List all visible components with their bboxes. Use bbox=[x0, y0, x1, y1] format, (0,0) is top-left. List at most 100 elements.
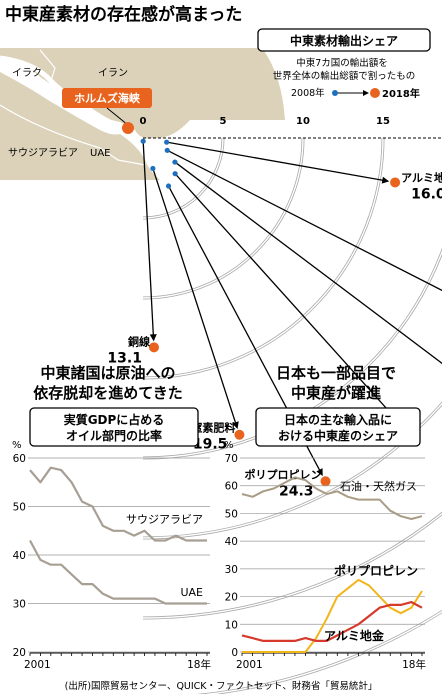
legend-2008: 2008年 bbox=[291, 87, 325, 99]
share-point-2008 bbox=[150, 165, 156, 172]
source-note: (出所)国際貿易センター、QUICK・ファクトセット、財務省「貿易統計」 bbox=[65, 680, 378, 692]
x-tick-label: 18年 bbox=[402, 658, 426, 671]
right-title-2: おける中東産のシェア bbox=[278, 428, 398, 443]
share-item-value: 19.5 bbox=[193, 437, 228, 453]
legend-box: 中東素材輸出シェア 中東7カ国の輸出額を 世界全体の輸出総額で割ったもの 200… bbox=[257, 28, 431, 100]
share-item-name: 窒素肥料 bbox=[191, 421, 235, 435]
x-tick-label: 18年 bbox=[187, 658, 211, 671]
share-item-name: アルミ地金 bbox=[401, 170, 442, 184]
y-tick-label: 10 bbox=[225, 619, 238, 631]
y-tick-label: 30 bbox=[13, 599, 26, 611]
legend-dot-2008 bbox=[332, 90, 338, 96]
radar-arc-inner bbox=[142, 402, 442, 539]
x-tick-label: 2001 bbox=[24, 659, 51, 671]
legend-title: 中東素材輸出シェア bbox=[290, 33, 398, 48]
share-point-2008 bbox=[172, 171, 178, 177]
radar-arc-inner bbox=[142, 137, 224, 219]
series-line bbox=[241, 476, 423, 520]
series-line bbox=[241, 601, 423, 642]
share-arrow-line bbox=[142, 141, 154, 336]
x-tick-label: 2001 bbox=[236, 659, 263, 671]
series-line bbox=[242, 578, 423, 653]
share-point-2008 bbox=[140, 138, 146, 144]
share-point-2008 bbox=[164, 147, 170, 153]
share-arrow-line bbox=[174, 161, 442, 365]
map-label-uae: UAE bbox=[90, 148, 110, 159]
radar-arc-inner bbox=[142, 137, 304, 299]
series-line bbox=[29, 539, 207, 605]
series-line bbox=[29, 466, 207, 542]
share-item-value: 24.3 bbox=[279, 483, 314, 499]
border-saudi bbox=[0, 104, 101, 149]
share-point-2018 bbox=[234, 429, 245, 440]
radar-arc-inner bbox=[142, 512, 442, 619]
page-title: 中東産素材の存在感が高まった bbox=[5, 4, 242, 25]
radar-arc-inner bbox=[203, 610, 442, 694]
legend-title-frame bbox=[257, 28, 431, 52]
left-panel: 中東諸国は原油への 依存脱却を進めてきた 実質GDPに占める オイル部門の比率 … bbox=[12, 364, 211, 671]
series-label: UAE bbox=[180, 586, 203, 599]
left-headline-1: 中東諸国は原油への bbox=[40, 364, 175, 382]
left-title-1: 実質GDPに占める bbox=[64, 412, 165, 427]
share-point-2018 bbox=[148, 342, 159, 353]
share-arrow-line bbox=[152, 168, 237, 424]
map-label-saudi: サウジアラビア bbox=[8, 147, 78, 159]
hormuz-label-box bbox=[62, 88, 152, 108]
share-arrow-head bbox=[316, 468, 323, 476]
share-point-2008 bbox=[164, 139, 170, 145]
y-tick-label: 60 bbox=[225, 481, 238, 493]
map-label-iraq: イラク bbox=[12, 67, 42, 79]
hormuz-callout: ホルムズ海峡 bbox=[62, 88, 152, 134]
y-tick-label: 20 bbox=[13, 647, 26, 659]
radar-arc-inner bbox=[142, 137, 384, 379]
right-headline-1: 日本も一部品目で bbox=[276, 364, 396, 382]
hormuz-marker bbox=[122, 122, 134, 134]
share-item-value: 13.1 bbox=[107, 350, 142, 366]
legend-dot-2018 bbox=[370, 88, 380, 98]
right-title-1: 日本の主な輸入品に bbox=[284, 412, 392, 427]
border-iraq-iran bbox=[39, 49, 56, 91]
left-title-2: オイル部門の比率 bbox=[66, 428, 162, 443]
y-tick-label: 40 bbox=[225, 536, 238, 548]
share-arrow-line bbox=[174, 173, 390, 412]
share-arrow-line bbox=[166, 141, 384, 182]
y-tick-label: 60 bbox=[13, 453, 26, 465]
share-point-2018 bbox=[390, 177, 401, 188]
radar-arc-inner bbox=[142, 249, 442, 459]
hormuz-label: ホルムズ海峡 bbox=[74, 91, 141, 105]
share-arrow-line bbox=[166, 149, 442, 292]
y-tick-label: 20 bbox=[225, 592, 238, 604]
share-point-2008 bbox=[172, 159, 178, 165]
left-title-frame bbox=[29, 407, 199, 447]
right-title-frame bbox=[255, 407, 421, 447]
y-tick-label: 30 bbox=[225, 564, 238, 576]
series-label: ポリプロピレン bbox=[334, 563, 418, 578]
share-item-name: ポリプロピレン bbox=[245, 467, 322, 481]
hormuz-pointer bbox=[106, 107, 129, 126]
left-headline-2: 依存脱却を進めてきた bbox=[33, 384, 183, 402]
legend-2018: 2018年 bbox=[382, 87, 420, 100]
share-item-value: 16.0 bbox=[411, 186, 442, 202]
radar-tick-label: 10 bbox=[296, 116, 310, 127]
radar-tick-label: 0 bbox=[140, 116, 147, 127]
share-point-2018 bbox=[320, 476, 331, 487]
series-label: 石油・天然ガス bbox=[340, 479, 417, 493]
share-item-name: 銅線 bbox=[128, 334, 150, 348]
radar-tick-label: 15 bbox=[376, 116, 390, 127]
legend-arrow-head bbox=[363, 90, 369, 96]
border-uae bbox=[99, 147, 146, 166]
legend-note-2: 世界全体の輸出総額で割ったもの bbox=[273, 70, 416, 82]
share-arrow-head bbox=[381, 176, 390, 184]
y-tick-label: 50 bbox=[225, 508, 238, 520]
y-tick-label: 70 bbox=[225, 453, 238, 465]
series-label: アルミ地金 bbox=[324, 628, 385, 643]
legend-note-1: 中東7カ国の輸出額を bbox=[296, 57, 388, 69]
y-unit: % bbox=[12, 440, 22, 451]
series-label: サウジアラビア bbox=[126, 513, 203, 526]
y-unit: % bbox=[224, 440, 234, 451]
right-headline-2: 中東産が躍進 bbox=[291, 384, 382, 402]
share-point-2008 bbox=[165, 183, 172, 189]
share-arrow-head bbox=[232, 421, 239, 430]
